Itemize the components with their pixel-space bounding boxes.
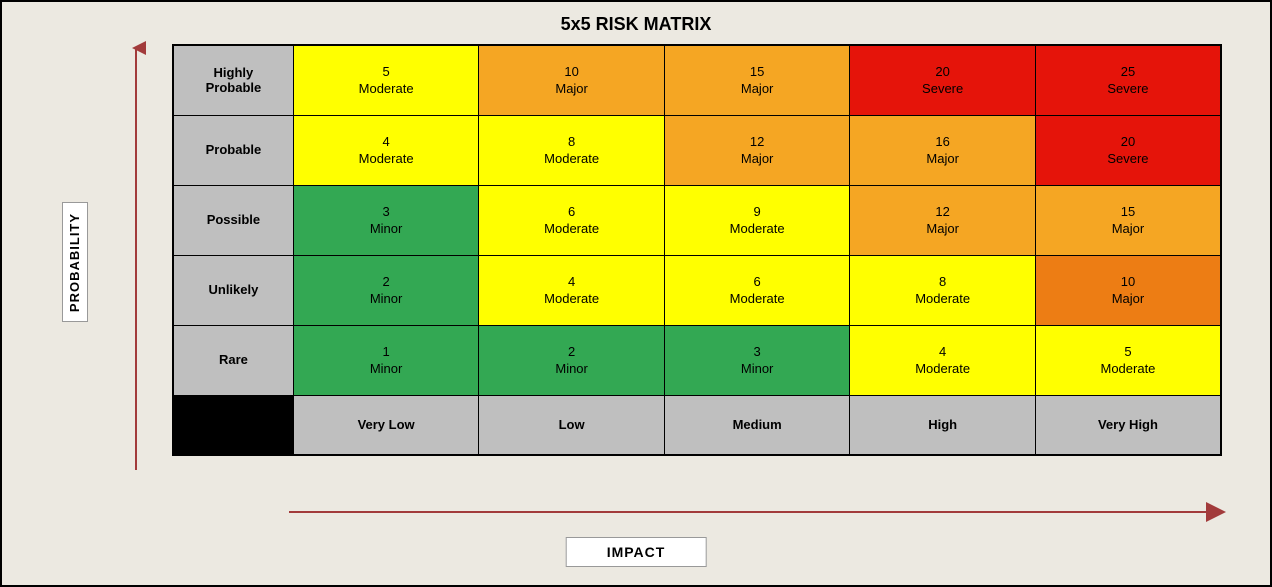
- risk-label: Severe: [1036, 151, 1220, 166]
- x-axis-label: IMPACT: [566, 537, 707, 567]
- risk-score: 15: [665, 64, 850, 79]
- impact-header: Very High: [1035, 395, 1221, 455]
- risk-cell: 2 Minor: [479, 325, 665, 395]
- impact-header: Low: [479, 395, 665, 455]
- risk-cell: 3 Minor: [664, 325, 850, 395]
- risk-label: Major: [665, 151, 850, 166]
- risk-label: Minor: [479, 361, 664, 376]
- impact-header: High: [850, 395, 1036, 455]
- risk-label: Moderate: [294, 151, 479, 166]
- risk-score: 4: [294, 134, 479, 149]
- impact-header-row: Very LowLowMediumHighVery High: [173, 395, 1221, 455]
- matrix-row: HighlyProbable5Moderate10Major15Major20S…: [173, 45, 1221, 115]
- y-axis-label: PROBABILITY: [68, 212, 83, 311]
- matrix-corner: [173, 395, 293, 455]
- risk-score: 9: [665, 204, 850, 219]
- impact-header: Very Low: [293, 395, 479, 455]
- matrix-row: Unlikely2Minor4Moderate6Moderate8Moderat…: [173, 255, 1221, 325]
- probability-header: Possible: [173, 185, 293, 255]
- risk-score: 10: [1036, 274, 1220, 289]
- risk-label: Minor: [294, 221, 479, 236]
- risk-cell: 8 Moderate: [479, 115, 665, 185]
- risk-label: Moderate: [665, 291, 850, 306]
- risk-label: Moderate: [1036, 361, 1220, 376]
- risk-label: Moderate: [665, 221, 850, 236]
- risk-score: 6: [665, 274, 850, 289]
- risk-score: 12: [665, 134, 850, 149]
- matrix-title: 5x5 RISK MATRIX: [2, 14, 1270, 35]
- risk-label: Major: [1036, 291, 1220, 306]
- y-axis-label-box: PROBABILITY: [62, 202, 88, 322]
- risk-cell: 16 Major: [850, 115, 1036, 185]
- risk-label: Major: [665, 81, 850, 96]
- probability-header: Rare: [173, 325, 293, 395]
- risk-cell: 4 Moderate: [850, 325, 1036, 395]
- risk-score: 20: [1036, 134, 1220, 149]
- risk-cell: 6 Moderate: [664, 255, 850, 325]
- risk-label: Moderate: [850, 291, 1035, 306]
- risk-cell: 9 Moderate: [664, 185, 850, 255]
- risk-score: 3: [294, 204, 479, 219]
- risk-label: Minor: [294, 361, 479, 376]
- risk-score: 12: [850, 204, 1035, 219]
- risk-score: 4: [479, 274, 664, 289]
- risk-cell: 20 Severe: [850, 45, 1036, 115]
- risk-label: Severe: [850, 81, 1035, 96]
- risk-cell: 4 Moderate: [293, 115, 479, 185]
- risk-label: Minor: [665, 361, 850, 376]
- risk-cell: 1 Minor: [293, 325, 479, 395]
- risk-cell: 25 Severe: [1035, 45, 1221, 115]
- risk-cell: 10 Major: [479, 45, 665, 115]
- risk-score: 6: [479, 204, 664, 219]
- risk-score: 4: [850, 344, 1035, 359]
- risk-cell: 5 Moderate: [1035, 325, 1221, 395]
- matrix-row: Rare1Minor2Minor3Minor4Moderate5Moderate: [173, 325, 1221, 395]
- risk-cell: 15 Major: [1035, 185, 1221, 255]
- impact-header: Medium: [664, 395, 850, 455]
- risk-cell: 5 Moderate: [293, 45, 479, 115]
- risk-cell: 12 Major: [664, 115, 850, 185]
- risk-cell: 10 Major: [1035, 255, 1221, 325]
- risk-score: 20: [850, 64, 1035, 79]
- risk-score: 10: [479, 64, 664, 79]
- risk-label: Major: [850, 151, 1035, 166]
- risk-score: 2: [479, 344, 664, 359]
- matrix-row: Probable4Moderate8Moderate12Major16Major…: [173, 115, 1221, 185]
- risk-score: 16: [850, 134, 1035, 149]
- risk-score: 5: [1036, 344, 1220, 359]
- risk-label: Minor: [294, 291, 479, 306]
- risk-label: Moderate: [294, 81, 479, 96]
- risk-score: 25: [1036, 64, 1220, 79]
- risk-score: 8: [850, 274, 1035, 289]
- matrix-row: Possible3Minor6Moderate9Moderate12Major1…: [173, 185, 1221, 255]
- risk-label: Severe: [1036, 81, 1220, 96]
- risk-label: Moderate: [850, 361, 1035, 376]
- risk-cell: 3 Minor: [293, 185, 479, 255]
- probability-header: Unlikely: [173, 255, 293, 325]
- probability-header: Probable: [173, 115, 293, 185]
- risk-cell: 12 Major: [850, 185, 1036, 255]
- x-axis-arrow-icon: [287, 502, 1232, 522]
- risk-matrix: HighlyProbable5Moderate10Major15Major20S…: [172, 44, 1222, 456]
- risk-label: Moderate: [479, 151, 664, 166]
- risk-score: 15: [1036, 204, 1220, 219]
- risk-cell: 8 Moderate: [850, 255, 1036, 325]
- y-axis-arrow-icon: [126, 40, 146, 480]
- risk-score: 3: [665, 344, 850, 359]
- risk-score: 8: [479, 134, 664, 149]
- risk-cell: 4 Moderate: [479, 255, 665, 325]
- risk-label: Major: [1036, 221, 1220, 236]
- risk-cell: 20 Severe: [1035, 115, 1221, 185]
- risk-label: Moderate: [479, 291, 664, 306]
- probability-header: HighlyProbable: [173, 45, 293, 115]
- risk-score: 5: [294, 64, 479, 79]
- risk-label: Major: [479, 81, 664, 96]
- risk-cell: 15 Major: [664, 45, 850, 115]
- risk-label: Moderate: [479, 221, 664, 236]
- risk-score: 1: [294, 344, 479, 359]
- risk-cell: 2 Minor: [293, 255, 479, 325]
- risk-label: Major: [850, 221, 1035, 236]
- risk-cell: 6 Moderate: [479, 185, 665, 255]
- risk-score: 2: [294, 274, 479, 289]
